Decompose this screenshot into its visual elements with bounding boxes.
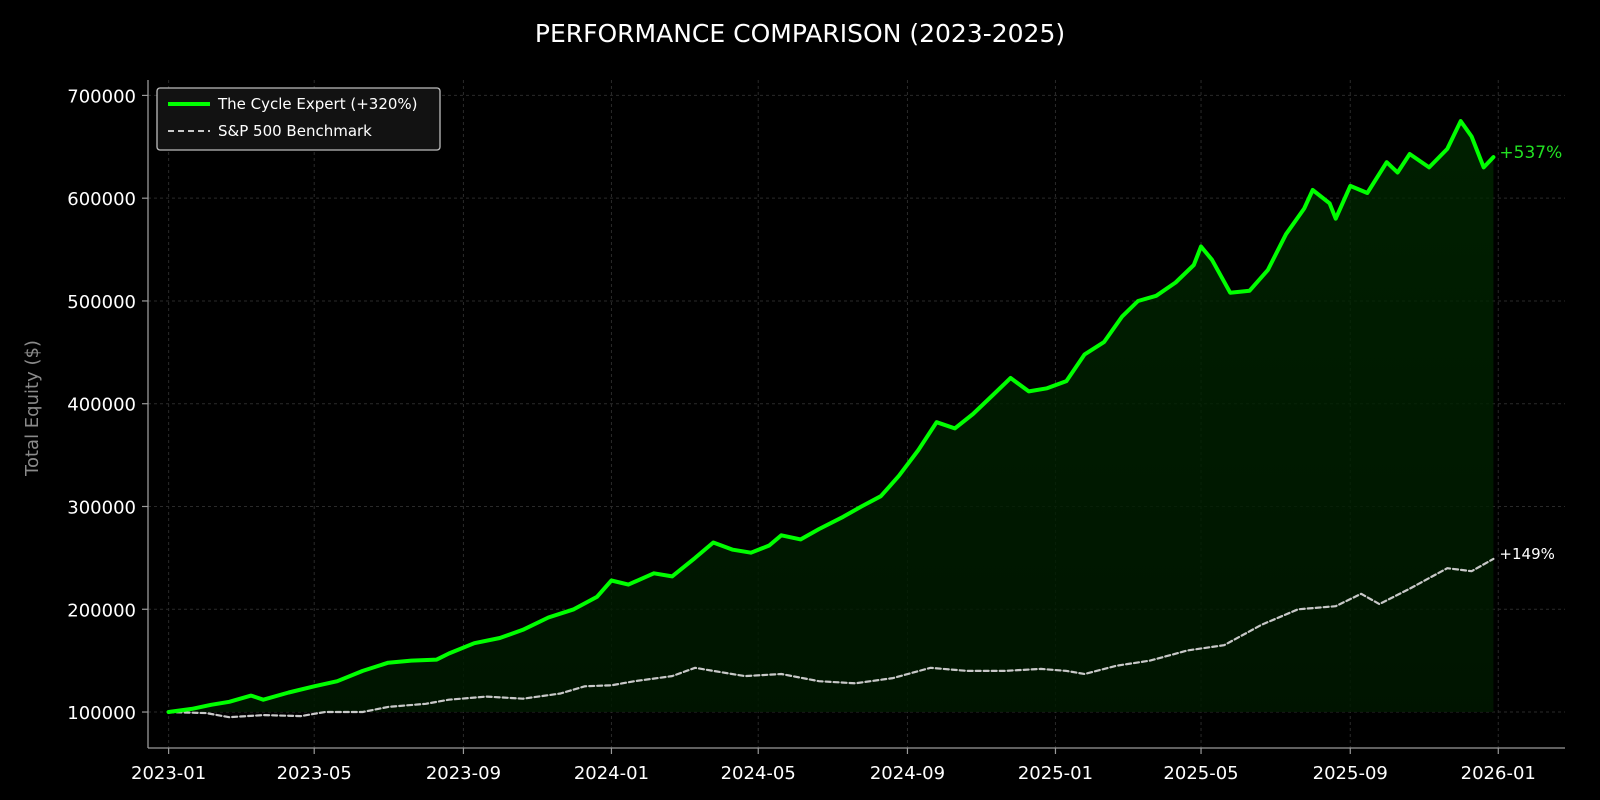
y-tick-label: 400000 bbox=[67, 395, 136, 416]
series-line-strategy bbox=[166, 119, 1496, 714]
y-tick-label: 100000 bbox=[67, 703, 136, 724]
axes bbox=[142, 80, 1565, 754]
x-tick-labels: 2023-01 2023-05 2023-09 2024-01 2024-05 2024-… bbox=[131, 763, 1536, 784]
legend-label-benchmark: S&P 500 Benchmark bbox=[218, 122, 372, 140]
x-tick-label: 2025-09 bbox=[1313, 763, 1388, 784]
y-tick-label: 700000 bbox=[67, 86, 136, 107]
strategy-area-fill bbox=[168, 121, 1494, 713]
y-tick-label: 300000 bbox=[67, 497, 136, 518]
y-axis-label: Total Equity ($) bbox=[22, 340, 43, 477]
legend-label-strategy: The Cycle Expert (+320%) bbox=[217, 95, 418, 113]
series-layer bbox=[166, 119, 1496, 719]
y-tick-label: 500000 bbox=[67, 292, 136, 313]
legend-box bbox=[156, 87, 441, 151]
end-labels: +149% +537% bbox=[1499, 143, 1562, 563]
x-tick-label: 2023-01 bbox=[131, 763, 206, 784]
y-tick-label: 600000 bbox=[67, 189, 136, 210]
legend: The Cycle Expert (+320%) S&P 500 Benchma… bbox=[156, 87, 441, 151]
x-tick-label: 2023-09 bbox=[426, 763, 501, 784]
chart-title: PERFORMANCE COMPARISON (2023-2025) bbox=[535, 19, 1065, 48]
y-tick-labels: 100000 200000 300000 400000 500000 600000 7000… bbox=[67, 86, 136, 724]
x-tick-label: 2025-05 bbox=[1163, 763, 1238, 784]
area-layer bbox=[168, 121, 1494, 713]
x-tick-label: 2026-01 bbox=[1461, 763, 1536, 784]
x-tick-label: 2024-05 bbox=[721, 763, 796, 784]
series-line-benchmark bbox=[167, 557, 1495, 719]
x-tick-label: 2024-09 bbox=[870, 763, 945, 784]
y-tick-label: 200000 bbox=[67, 600, 136, 621]
end-label-benchmark: +149% bbox=[1499, 545, 1554, 563]
end-label-strategy: +537% bbox=[1499, 143, 1562, 163]
x-tick-label: 2024-01 bbox=[574, 763, 649, 784]
x-tick-label: 2023-05 bbox=[277, 763, 352, 784]
x-tick-label: 2025-01 bbox=[1018, 763, 1093, 784]
